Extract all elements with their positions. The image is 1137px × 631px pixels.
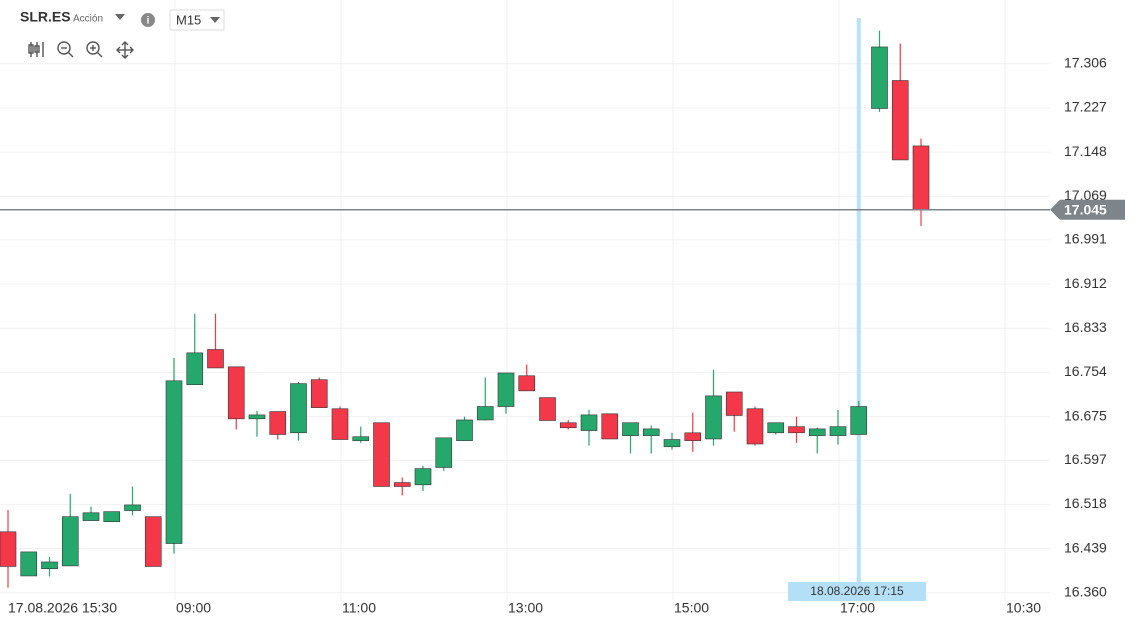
candle-body bbox=[559, 422, 577, 429]
symbol-dropdown[interactable] bbox=[115, 14, 125, 20]
candle-body bbox=[331, 408, 349, 440]
y-tick-label: 17.306 bbox=[1064, 54, 1107, 70]
timeframe[interactable]: M15 bbox=[176, 12, 201, 27]
candle-body bbox=[290, 383, 307, 434]
candle-body bbox=[435, 437, 453, 468]
candle-body bbox=[829, 426, 847, 436]
candle-body bbox=[227, 366, 245, 420]
timeframe-dropdown[interactable] bbox=[210, 17, 220, 23]
candle-body bbox=[41, 561, 58, 569]
x-tick-label: 17.08.2026 15:30 bbox=[8, 600, 117, 616]
candle-body bbox=[850, 406, 868, 435]
symbol[interactable]: SLR.ES bbox=[20, 9, 71, 25]
candle-body bbox=[476, 406, 494, 421]
y-tick-label: 16.360 bbox=[1064, 583, 1107, 599]
y-tick-label: 16.833 bbox=[1064, 319, 1107, 335]
info-icon[interactable] bbox=[141, 13, 155, 27]
candle-body bbox=[705, 395, 722, 440]
candle-body bbox=[788, 426, 805, 434]
y-tick-label: 17.148 bbox=[1064, 143, 1107, 159]
x-tick-label: 10:30 bbox=[1006, 600, 1041, 616]
plot bbox=[0, 18, 1050, 600]
y-tick-label: 16.991 bbox=[1064, 231, 1107, 247]
overlay: SLR.ES Acción i M15 17.045 18.08.2026 17:… bbox=[20, 9, 1125, 601]
candle-body bbox=[373, 422, 390, 487]
candle-body bbox=[622, 422, 639, 436]
y-tick-label: 16.754 bbox=[1064, 363, 1107, 379]
candle-body bbox=[663, 439, 681, 448]
candle-body bbox=[393, 482, 411, 487]
candle-body bbox=[725, 391, 743, 416]
candle-body bbox=[20, 551, 38, 577]
candle-body bbox=[124, 504, 141, 511]
candle-body bbox=[601, 413, 619, 440]
last-price-tag bbox=[1050, 199, 1125, 220]
x-tick-label: 17:00 bbox=[840, 600, 875, 616]
candle-body bbox=[767, 422, 785, 434]
x-tick-label: 13:00 bbox=[508, 600, 543, 616]
candle-body bbox=[456, 419, 473, 441]
candle-body bbox=[269, 411, 287, 435]
candle-body bbox=[165, 380, 183, 544]
candle-body bbox=[684, 432, 702, 441]
candle-body bbox=[144, 516, 162, 567]
asset-type: Acción bbox=[73, 14, 103, 25]
y-tick-label: 16.912 bbox=[1064, 275, 1107, 291]
candle-body bbox=[580, 414, 598, 431]
toolbar bbox=[28, 41, 134, 59]
pan[interactable] bbox=[116, 41, 134, 59]
last-price-label: 17.045 bbox=[1064, 201, 1107, 217]
candle-body bbox=[891, 80, 909, 161]
candles-tool[interactable] bbox=[28, 42, 44, 57]
candle-body bbox=[746, 408, 764, 445]
info-glyph: i bbox=[147, 16, 150, 27]
x-tick-label: 09:00 bbox=[176, 600, 211, 616]
candle-body bbox=[310, 379, 328, 408]
grid: 16.360 16.439 16.518 16.597 16.675 16.754 16.8… bbox=[0, 0, 1107, 616]
y-tick-label: 16.518 bbox=[1064, 495, 1107, 511]
y-tick-label: 17.227 bbox=[1064, 99, 1107, 115]
candle-body bbox=[808, 428, 826, 436]
y-tick-label: 16.439 bbox=[1064, 539, 1107, 555]
crosshair-label: 18.08.2026 17:15 bbox=[810, 584, 904, 598]
y-tick-label: 17.069 bbox=[1064, 187, 1107, 203]
candle-body bbox=[61, 516, 79, 567]
candle-body bbox=[248, 414, 266, 420]
candle-body bbox=[912, 145, 930, 210]
x-tick-label: 15:00 bbox=[674, 600, 709, 616]
candle-body bbox=[82, 512, 100, 521]
zoom-in[interactable] bbox=[86, 41, 103, 58]
candle-body bbox=[103, 511, 121, 523]
x-tick-label: 11:00 bbox=[342, 600, 376, 616]
candle-body bbox=[207, 349, 224, 369]
candle-body bbox=[539, 397, 556, 421]
y-tick-label: 16.597 bbox=[1064, 451, 1107, 467]
crosshair-label-box bbox=[788, 582, 926, 601]
candle-body bbox=[518, 375, 536, 392]
timeframe-box[interactable] bbox=[169, 9, 225, 31]
zoom-out[interactable] bbox=[57, 41, 74, 58]
candle-body bbox=[414, 468, 432, 486]
candle-body bbox=[642, 428, 660, 436]
candle-body bbox=[497, 372, 515, 407]
candle-body bbox=[871, 46, 888, 109]
candle-body bbox=[0, 531, 17, 567]
candle-body bbox=[352, 436, 370, 441]
crosshair-line bbox=[856, 18, 861, 600]
y-tick-label: 16.675 bbox=[1064, 407, 1107, 423]
candle-body bbox=[186, 352, 204, 386]
